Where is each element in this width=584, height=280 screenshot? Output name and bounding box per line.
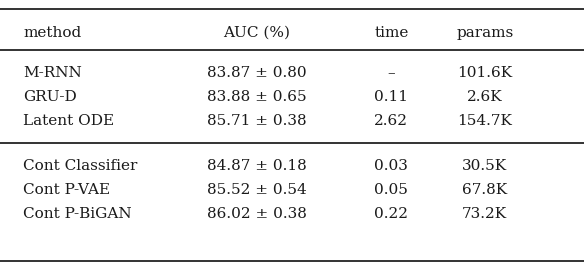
Text: GRU-D: GRU-D	[23, 90, 77, 104]
Text: 30.5K: 30.5K	[462, 159, 507, 173]
Text: 83.87 ± 0.80: 83.87 ± 0.80	[207, 66, 307, 80]
Text: 2.6K: 2.6K	[467, 90, 503, 104]
Text: 86.02 ± 0.38: 86.02 ± 0.38	[207, 207, 307, 221]
Text: Cont P-BiGAN: Cont P-BiGAN	[23, 207, 132, 221]
Text: Latent ODE: Latent ODE	[23, 114, 114, 128]
Text: AUC (%): AUC (%)	[224, 26, 290, 40]
Text: 85.52 ± 0.54: 85.52 ± 0.54	[207, 183, 307, 197]
Text: 2.62: 2.62	[374, 114, 408, 128]
Text: params: params	[456, 26, 513, 40]
Text: 0.22: 0.22	[374, 207, 408, 221]
Text: Cont P-VAE: Cont P-VAE	[23, 183, 110, 197]
Text: 84.87 ± 0.18: 84.87 ± 0.18	[207, 159, 307, 173]
Text: 85.71 ± 0.38: 85.71 ± 0.38	[207, 114, 307, 128]
Text: M-RNN: M-RNN	[23, 66, 82, 80]
Text: 83.88 ± 0.65: 83.88 ± 0.65	[207, 90, 307, 104]
Text: 101.6K: 101.6K	[457, 66, 512, 80]
Text: 0.11: 0.11	[374, 90, 408, 104]
Text: 0.03: 0.03	[374, 159, 408, 173]
Text: method: method	[23, 26, 82, 40]
Text: time: time	[374, 26, 408, 40]
Text: 67.8K: 67.8K	[462, 183, 507, 197]
Text: 154.7K: 154.7K	[457, 114, 512, 128]
Text: 73.2K: 73.2K	[462, 207, 507, 221]
Text: –: –	[387, 66, 395, 80]
Text: Cont Classifier: Cont Classifier	[23, 159, 138, 173]
Text: 0.05: 0.05	[374, 183, 408, 197]
